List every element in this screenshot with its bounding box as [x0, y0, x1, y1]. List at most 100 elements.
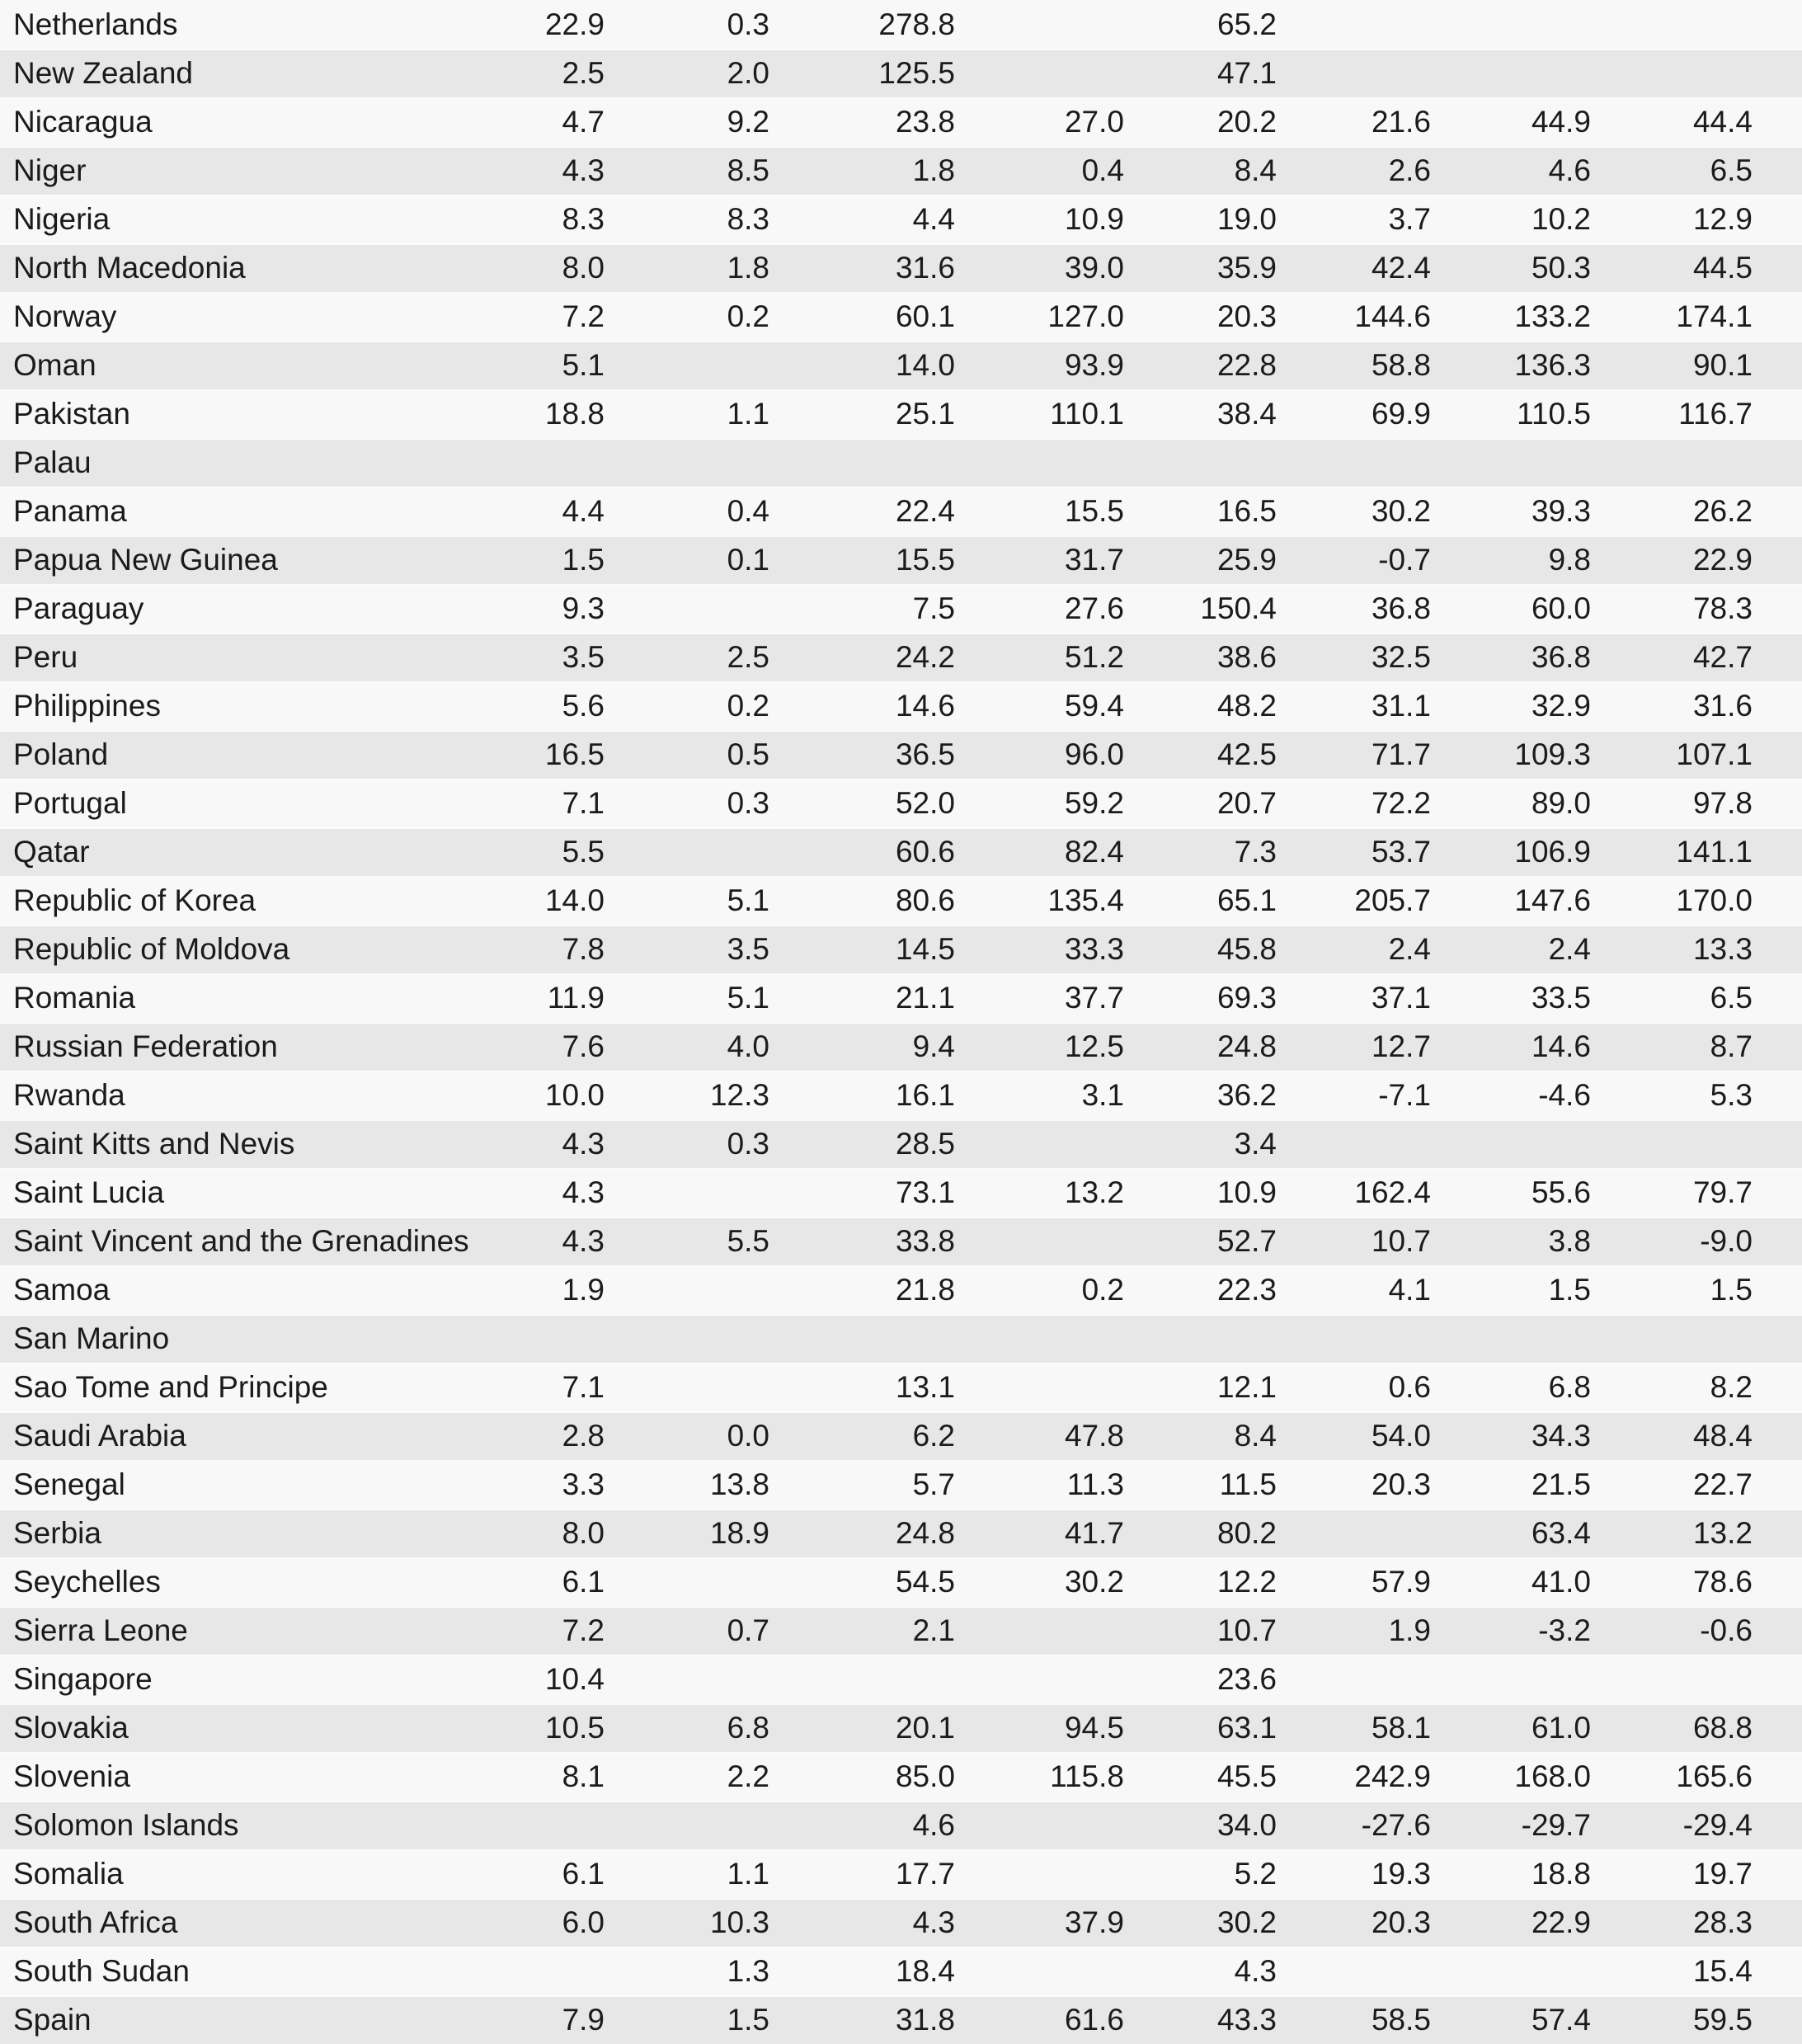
table-row: Saint Kitts and Nevis 4.3 0.3 28.5 3.4 [0, 1119, 1802, 1168]
country-cell: New Zealand [0, 49, 495, 97]
value-cell: 13.8 [605, 1460, 769, 1509]
value-cell: 3.1 [955, 1071, 1124, 1119]
table-row: Nicaragua 4.7 9.2 23.8 27.0 20.2 21.6 44.9 44.4 [0, 97, 1802, 146]
country-cell: Samoa [0, 1265, 495, 1314]
value-cell: 7.1 [495, 1363, 605, 1411]
value-cell [955, 1363, 1124, 1411]
value-cell [605, 1314, 769, 1363]
value-cell: 4.1 [1277, 1265, 1431, 1314]
value-cell: 42.4 [1277, 243, 1431, 292]
value-cell: 3.5 [605, 925, 769, 973]
country-cell: San Marino [0, 1314, 495, 1363]
right-margin-spacer [1753, 1606, 1802, 1655]
value-cell: 34.3 [1431, 1411, 1591, 1460]
value-cell: 36.8 [1431, 633, 1591, 681]
value-cell: 79.7 [1591, 1168, 1753, 1217]
value-cell: 8.4 [1124, 146, 1277, 195]
value-cell [1431, 1314, 1591, 1363]
value-cell: 4.4 [495, 487, 605, 535]
value-cell: 115.8 [955, 1752, 1124, 1801]
value-cell [1277, 438, 1431, 487]
value-cell: 41.0 [1431, 1557, 1591, 1606]
right-margin-spacer [1753, 876, 1802, 925]
value-cell: 116.7 [1591, 389, 1753, 438]
value-cell: 12.3 [605, 1071, 769, 1119]
value-cell: 144.6 [1277, 292, 1431, 341]
value-cell: 5.2 [1124, 1849, 1277, 1898]
country-cell: Republic of Moldova [0, 925, 495, 973]
right-margin-spacer [1753, 973, 1802, 1022]
value-cell: 36.2 [1124, 1071, 1277, 1119]
value-cell: 2.0 [605, 49, 769, 97]
value-cell: 133.2 [1431, 292, 1591, 341]
value-cell: 65.1 [1124, 876, 1277, 925]
value-cell: 22.9 [1431, 1898, 1591, 1947]
value-cell: 61.6 [955, 1995, 1124, 2044]
value-cell: 4.3 [769, 1898, 955, 1947]
value-cell: 13.1 [769, 1363, 955, 1411]
right-margin-spacer [1753, 146, 1802, 195]
table-row: Papua New Guinea 1.5 0.1 15.5 31.7 25.9 -0.7 9.… [0, 535, 1802, 584]
value-cell: 3.3 [495, 1460, 605, 1509]
value-cell: 18.8 [1431, 1849, 1591, 1898]
value-cell: 89.0 [1431, 779, 1591, 827]
country-cell: Peru [0, 633, 495, 681]
value-cell: -29.4 [1591, 1801, 1753, 1849]
value-cell: 37.9 [955, 1898, 1124, 1947]
right-margin-spacer [1753, 1801, 1802, 1849]
value-cell: 1.8 [605, 243, 769, 292]
value-cell: 38.6 [1124, 633, 1277, 681]
right-margin-spacer [1753, 925, 1802, 973]
value-cell [769, 1655, 955, 1703]
country-cell: Russian Federation [0, 1022, 495, 1071]
value-cell: 9.4 [769, 1022, 955, 1071]
country-cell: Slovakia [0, 1703, 495, 1752]
value-cell: 15.4 [1591, 1947, 1753, 1995]
value-cell [1431, 0, 1591, 49]
value-cell: 14.0 [495, 876, 605, 925]
value-cell: 78.6 [1591, 1557, 1753, 1606]
value-cell [605, 1265, 769, 1314]
value-cell: 125.5 [769, 49, 955, 97]
value-cell: 85.0 [769, 1752, 955, 1801]
value-cell [769, 438, 955, 487]
value-cell: 78.3 [1591, 584, 1753, 633]
country-cell: Netherlands [13, 7, 178, 41]
right-margin-spacer [1753, 1849, 1802, 1898]
value-cell: 170.0 [1591, 876, 1753, 925]
value-cell: 58.8 [1277, 341, 1431, 389]
value-cell: 10.2 [1431, 195, 1591, 243]
value-cell: 18.8 [495, 389, 605, 438]
value-cell: 7.3 [1124, 827, 1277, 876]
table-row: Sao Tome and Principe 7.1 13.1 12.1 0.6 6.8 8.… [0, 1363, 1802, 1411]
right-margin-spacer [1753, 1947, 1802, 1995]
country-cell: Slovenia [0, 1752, 495, 1801]
country-cell: North Macedonia [0, 243, 495, 292]
right-margin-spacer [1753, 1655, 1802, 1703]
value-cell: 55.6 [1431, 1168, 1591, 1217]
value-cell: 5.3 [1591, 1071, 1753, 1119]
value-cell: 44.4 [1591, 97, 1753, 146]
value-cell: 1.9 [1277, 1606, 1431, 1655]
value-cell [495, 438, 605, 487]
value-cell: 7.9 [495, 1995, 605, 2044]
value-cell: 3.7 [1277, 195, 1431, 243]
table-row: Paraguay 9.3 7.5 27.6 150.4 36.8 60.0 78.3 [0, 584, 1802, 633]
country-cell: Republic of Korea [0, 876, 495, 925]
right-margin-spacer [1753, 195, 1802, 243]
value-cell: 8.5 [605, 146, 769, 195]
value-cell: 30.2 [1277, 487, 1431, 535]
value-cell: 0.3 [727, 7, 769, 41]
right-margin-spacer [1753, 1752, 1802, 1801]
value-cell: -3.2 [1431, 1606, 1591, 1655]
table-row: Saint Vincent and the Grenadines 4.3 5.5 33… [0, 1217, 1802, 1265]
table-row: Seychelles 6.1 54.5 30.2 12.2 57.9 41.0 78.6 [0, 1557, 1802, 1606]
value-cell: 10.9 [955, 195, 1124, 243]
country-cell: Seychelles [0, 1557, 495, 1606]
value-cell: 20.2 [1124, 97, 1277, 146]
right-margin-spacer [1753, 389, 1802, 438]
value-cell: 58.1 [1277, 1703, 1431, 1752]
value-cell: 2.5 [605, 633, 769, 681]
value-cell: 2.6 [1277, 146, 1431, 195]
